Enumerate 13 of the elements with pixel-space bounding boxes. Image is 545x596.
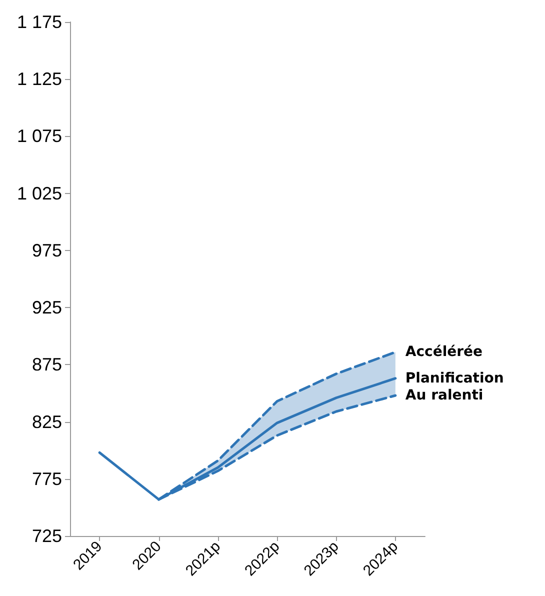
y-tick-label: 925 [32, 298, 62, 318]
y-tick-label: 775 [32, 468, 62, 489]
y-tick-label: 975 [32, 240, 62, 260]
y-tick-label: 725 [32, 526, 62, 546]
y-tick-label: 825 [32, 412, 62, 432]
y-tick-label: 1 125 [16, 69, 62, 90]
y-tick-label: 1 175 [16, 12, 62, 32]
y-tick-label: 875 [32, 354, 62, 375]
y-tick-label: 1 025 [16, 183, 62, 204]
series-label: Au ralenti [405, 388, 484, 404]
series-label: Planification [405, 370, 504, 386]
y-tick-label: 1 075 [16, 126, 62, 146]
series-label: Accélérée [405, 344, 483, 360]
